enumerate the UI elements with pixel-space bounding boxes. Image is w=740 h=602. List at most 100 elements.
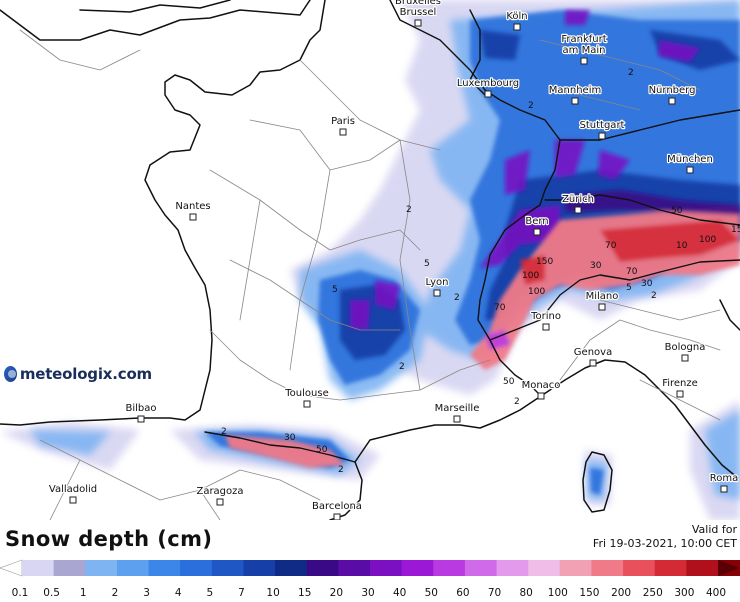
- valid-label: Valid for: [691, 523, 737, 536]
- contour-value-label: 5: [424, 259, 430, 269]
- city-marker[interactable]: München: [666, 153, 714, 174]
- legend-swatch: [433, 560, 466, 576]
- city-dot: [589, 359, 597, 367]
- legend-swatch: [370, 560, 403, 576]
- city-dot: [414, 19, 422, 27]
- city-marker[interactable]: Nürnberg: [647, 84, 697, 105]
- legend-tick-label: 150: [579, 587, 599, 599]
- city-label: Bruxelles: [395, 0, 441, 7]
- city-marker[interactable]: Stuttgart: [578, 119, 626, 140]
- city-label: Paris: [331, 116, 355, 127]
- city-marker[interactable]: Zürich: [561, 193, 595, 214]
- city-dot: [537, 392, 545, 400]
- contour-value-label: 2: [628, 68, 634, 78]
- contour-value-label: 10: [676, 241, 688, 251]
- contour-labels: 2225525015010015010030707030521007022230…: [221, 68, 740, 475]
- city-dot: [598, 303, 606, 311]
- legend-swatch: [211, 560, 244, 576]
- contour-value-label: 70: [626, 267, 638, 277]
- city-dot: [676, 390, 684, 398]
- city-label: Bologna: [665, 342, 706, 353]
- city-marker[interactable]: Firenze: [661, 377, 699, 398]
- contour-value-label: 2: [454, 293, 460, 303]
- city-label: Marseille: [435, 403, 480, 414]
- city-label: Köln: [506, 11, 527, 22]
- legend-swatch: [180, 560, 213, 576]
- legend-swatch: [559, 560, 592, 576]
- city-dot: [303, 400, 311, 408]
- contour-value-label: 2: [338, 465, 344, 475]
- city-marker[interactable]: Lyon: [424, 276, 450, 297]
- brand-logo[interactable]: meteologix.com: [0, 355, 152, 393]
- city-marker[interactable]: Torino: [529, 310, 562, 331]
- valid-datetime: Fri 19-03-2021, 10:00 CET: [592, 537, 737, 550]
- city-marker[interactable]: Mannheim: [548, 84, 602, 105]
- city-dot: [668, 97, 676, 105]
- city-dot: [333, 513, 341, 520]
- city-label: Stuttgart: [580, 120, 625, 131]
- city-marker[interactable]: Roma: [709, 472, 739, 493]
- legend-tick-label: 3: [143, 587, 150, 599]
- city-label: Genova: [574, 347, 612, 358]
- contour-value-label: 70: [494, 303, 506, 313]
- city-marker[interactable]: Bologna: [663, 341, 707, 362]
- city-marker[interactable]: Luxembourg: [456, 77, 520, 98]
- legend-swatch: [496, 560, 529, 576]
- snow-depth-field: [0, 0, 740, 520]
- city-marker[interactable]: Marseille: [433, 402, 481, 423]
- city-marker[interactable]: Genova: [573, 346, 613, 367]
- city-marker[interactable]: Monaco: [520, 379, 562, 400]
- city-label: Firenze: [662, 378, 698, 389]
- city-label: Luxembourg: [457, 78, 519, 89]
- map-title: Snow depth (cm): [5, 527, 213, 551]
- contour-value-label: 50: [316, 445, 328, 455]
- city-marker[interactable]: Barcelona: [311, 500, 363, 520]
- city-label: Nürnberg: [649, 85, 696, 96]
- city-label: Brussel: [400, 7, 437, 18]
- legend-swatch: [654, 560, 687, 576]
- legend-tick-label: 300: [674, 587, 694, 599]
- contour-value-label: 5: [626, 283, 632, 293]
- city-dot: [542, 323, 550, 331]
- contour-value-label: 50: [671, 206, 683, 216]
- city-label: Lyon: [425, 277, 448, 288]
- city-dot: [533, 228, 541, 236]
- city-dot: [189, 213, 197, 221]
- city-marker[interactable]: Valladolid: [48, 483, 98, 504]
- legend-tick-label: 400: [706, 587, 726, 599]
- legend-tick-label: 1: [80, 587, 87, 599]
- city-marker[interactable]: Zaragoza: [195, 485, 245, 506]
- city-label: Milano: [586, 291, 619, 302]
- legend-bar: [0, 559, 740, 577]
- city-marker[interactable]: Milano: [584, 290, 620, 311]
- city-marker[interactable]: Paris: [330, 115, 356, 136]
- city-label: Valladolid: [49, 484, 97, 495]
- legend-swatch: [306, 560, 339, 576]
- legend-tick-label: 40: [393, 587, 406, 599]
- valid-time: Valid for Fri 19-03-2021, 10:00 CET: [593, 523, 737, 551]
- city-marker[interactable]: Nantes: [174, 200, 212, 221]
- legend-swatch: [686, 560, 719, 576]
- city-label: München: [667, 154, 713, 165]
- color-legend: 0.1 0.5 1 2 3 4 5 7 10 15 20 30 40 50 60 70 80 100 150 200 2…: [0, 559, 740, 599]
- city-marker[interactable]: Köln: [505, 10, 529, 31]
- legend-tick-label: 70: [488, 587, 501, 599]
- city-label: Nantes: [175, 201, 210, 212]
- legend-swatch: [338, 560, 371, 576]
- legend-tick-label: 0.5: [43, 587, 60, 599]
- city-dot: [433, 289, 441, 297]
- city-marker[interactable]: Bilbao: [124, 402, 158, 423]
- city-marker[interactable]: Toulouse: [283, 387, 330, 408]
- city-label: Toulouse: [284, 388, 328, 399]
- legend-swatch: [275, 560, 308, 576]
- contour-value-label: 100: [522, 271, 539, 281]
- city-marker[interactable]: Bern: [524, 215, 550, 236]
- legend-swatch: [401, 560, 434, 576]
- city-dot: [681, 354, 689, 362]
- snow-depth-map[interactable]: 2225525015010015010030707030521007022230…: [0, 0, 740, 520]
- contour-value-label: 70: [605, 241, 617, 251]
- city-label: Zaragoza: [196, 486, 243, 497]
